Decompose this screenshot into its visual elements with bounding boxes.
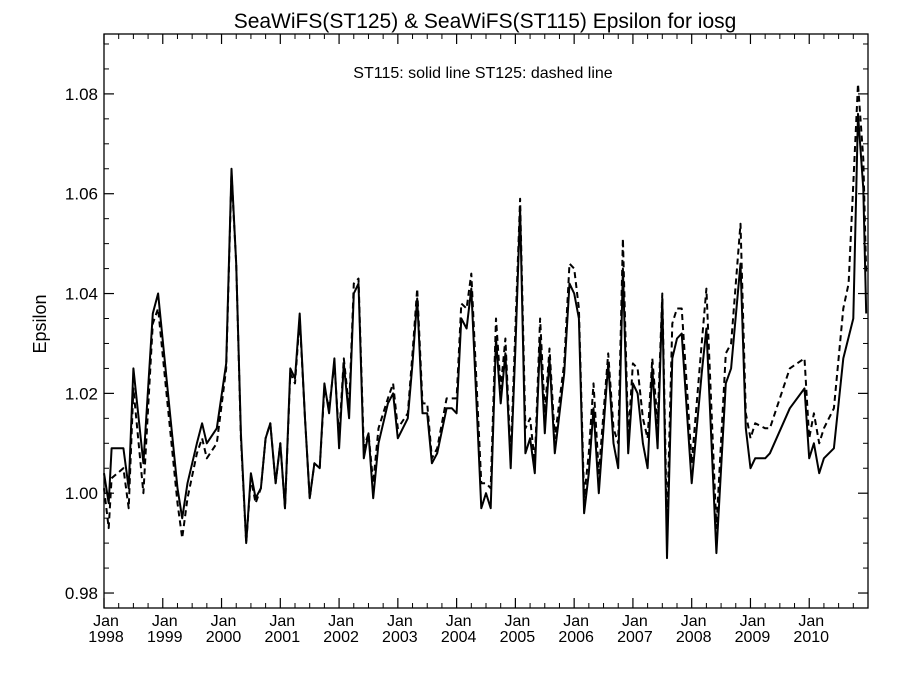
y-tick-label: 0.98 (65, 584, 98, 603)
axis-ticks: Jan1998Jan1999Jan2000Jan2001Jan2002Jan20… (65, 34, 868, 646)
series-st115-line (103, 112, 868, 560)
y-tick-label: 1.06 (65, 185, 98, 204)
x-tick-month: Jan (798, 613, 824, 630)
x-tick-year: 2010 (793, 629, 829, 646)
y-tick-label: 1.00 (65, 484, 98, 503)
x-tick-year: 2005 (500, 629, 536, 646)
y-tick-label: 1.02 (65, 384, 98, 403)
x-tick-year: 1999 (147, 629, 183, 646)
x-tick-year: 2004 (441, 629, 477, 646)
x-tick-month: Jan (563, 613, 589, 630)
x-tick-month: Jan (622, 613, 648, 630)
y-axis-label: Epsilon (30, 294, 50, 353)
y-tick-label: 1.04 (65, 285, 98, 304)
x-tick-year: 2008 (676, 629, 712, 646)
x-tick-month: Jan (269, 613, 295, 630)
x-tick-year: 2003 (382, 629, 418, 646)
x-tick-month: Jan (681, 613, 707, 630)
series-lines (103, 82, 868, 560)
x-tick-month: Jan (152, 613, 178, 630)
chart-title: SeaWiFS(ST125) & SeaWiFS(ST115) Epsilon … (234, 10, 737, 33)
x-tick-year: 2000 (206, 629, 242, 646)
x-tick-year: 2001 (265, 629, 301, 646)
y-tick-label: 1.08 (65, 85, 98, 104)
x-tick-month: Jan (93, 613, 119, 630)
plot-frame (103, 33, 869, 609)
x-tick-month: Jan (387, 613, 413, 630)
x-tick-month: Jan (211, 613, 237, 630)
x-tick-month: Jan (504, 613, 530, 630)
x-tick-month: Jan (328, 613, 354, 630)
x-tick-year: 2002 (323, 629, 359, 646)
x-tick-year: 2009 (735, 629, 771, 646)
x-tick-year: 1998 (88, 629, 124, 646)
x-tick-year: 2007 (617, 629, 653, 646)
line-style-note: ST115: solid line ST125: dashed line (353, 65, 613, 82)
series-st125-line (103, 82, 868, 545)
x-tick-month: Jan (740, 613, 766, 630)
x-tick-year: 2006 (558, 629, 594, 646)
x-tick-month: Jan (446, 613, 472, 630)
